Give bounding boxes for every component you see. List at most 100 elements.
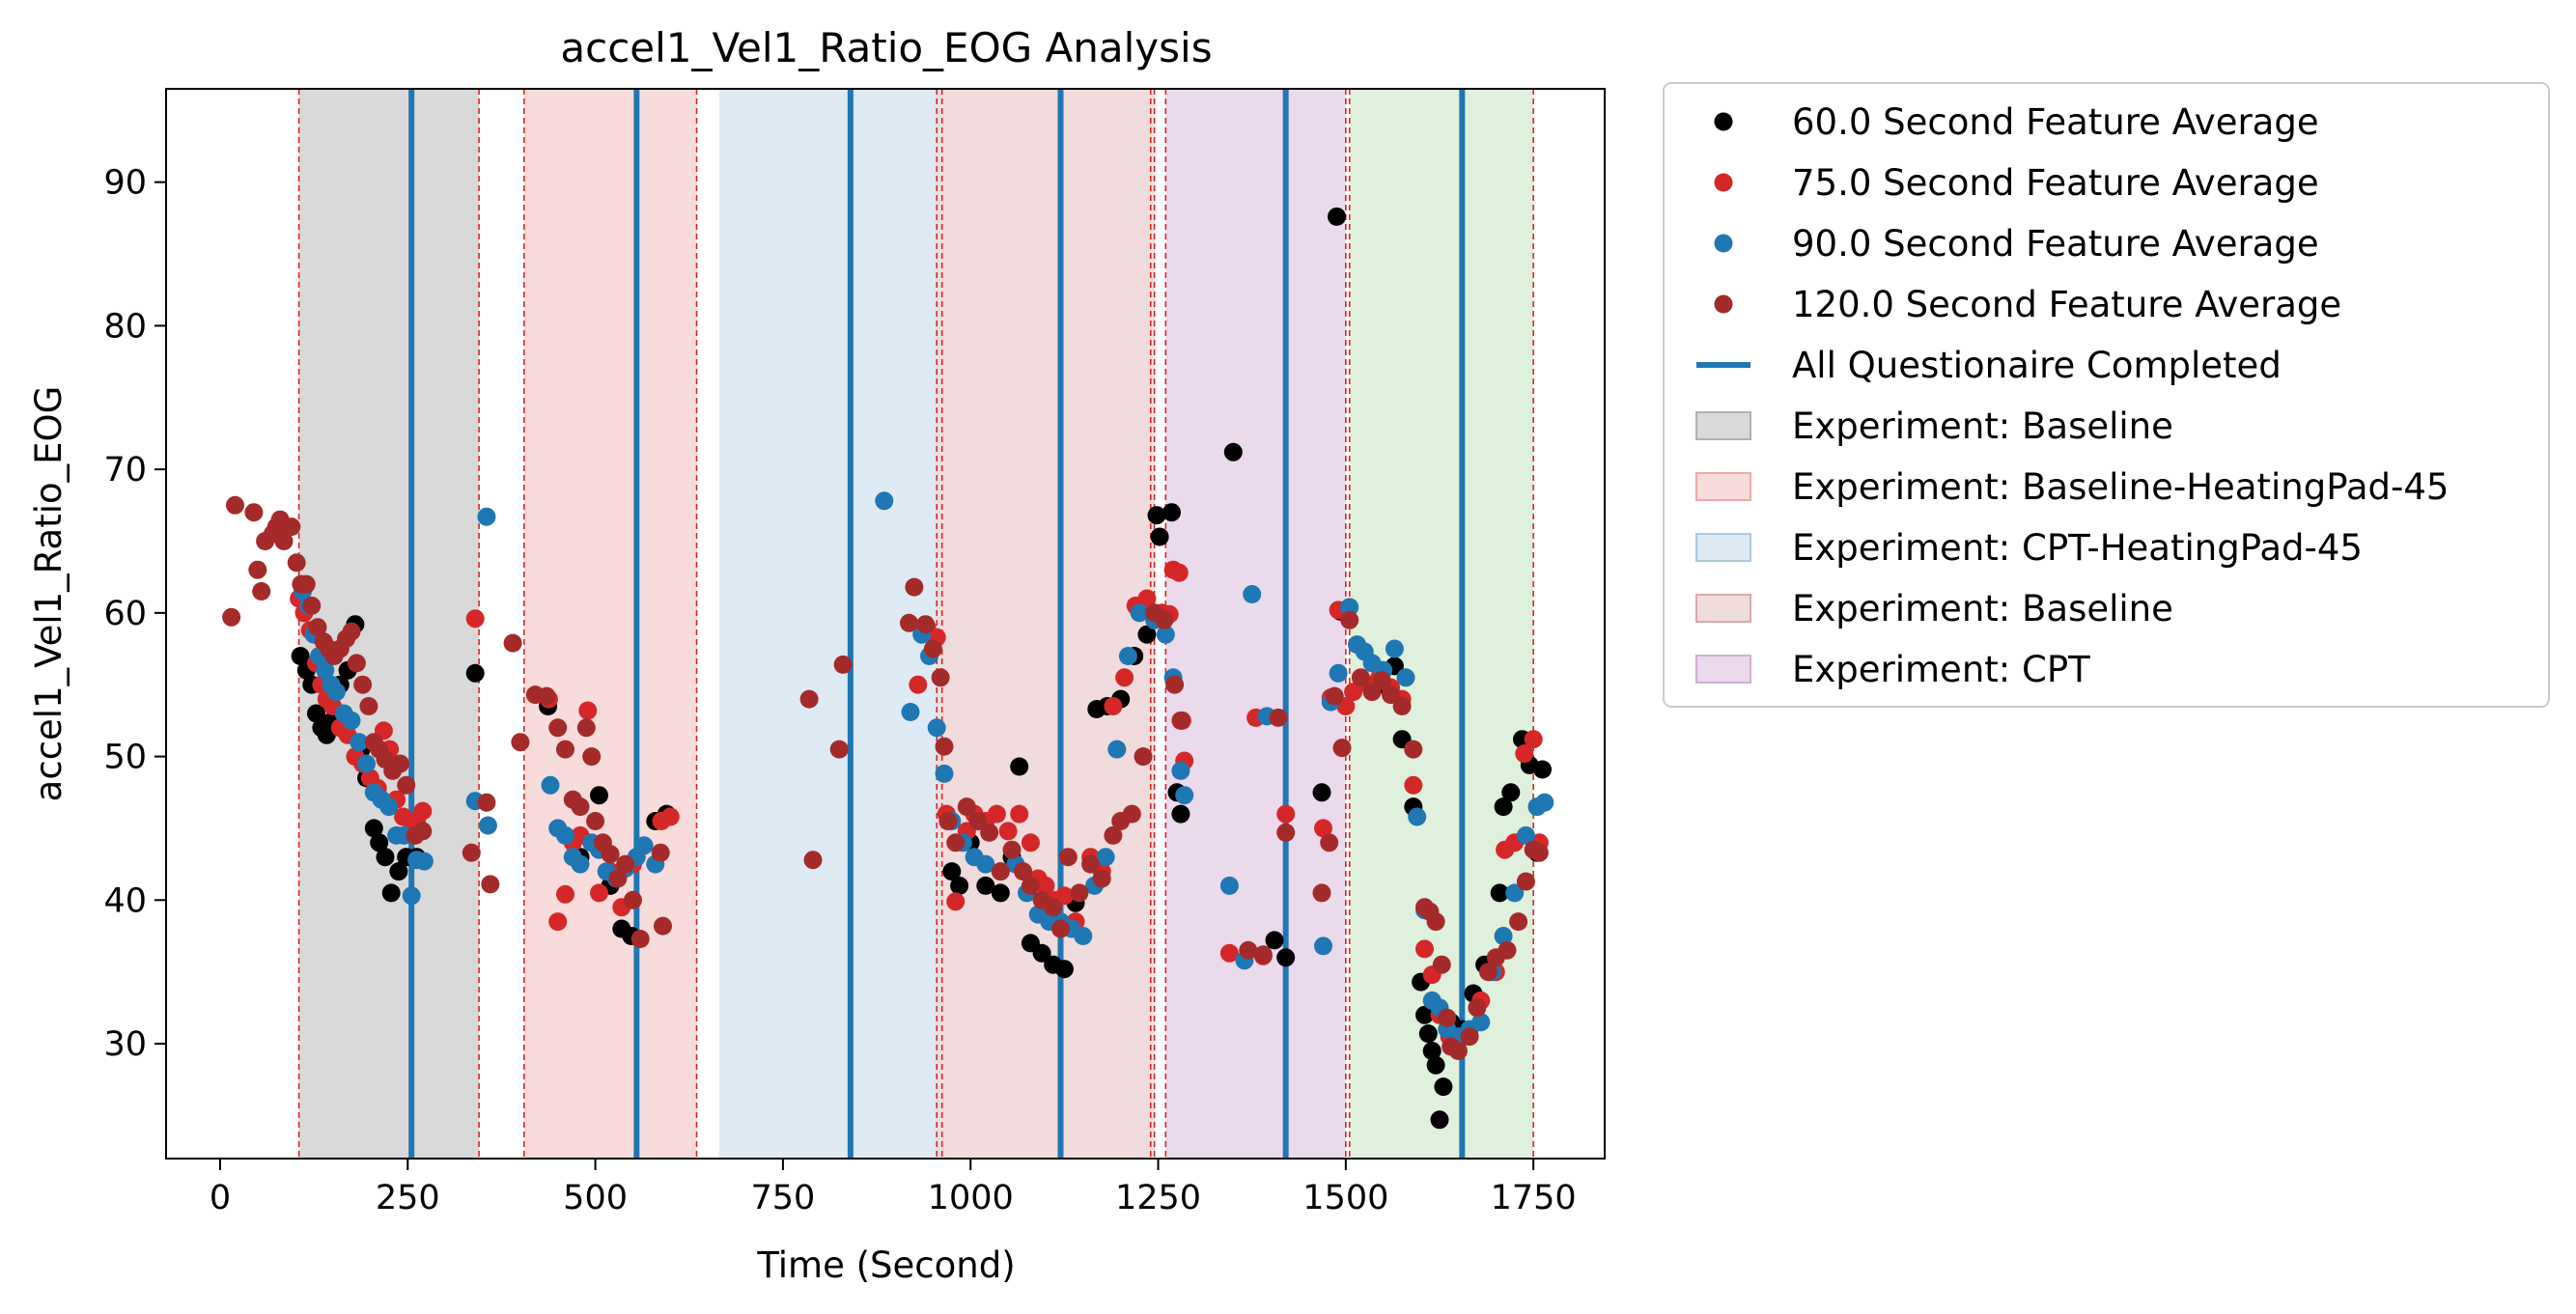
data-point [1002, 840, 1022, 859]
data-point [413, 801, 433, 821]
legend-marker [1714, 294, 1733, 314]
legend-label: Experiment: CPT [1792, 649, 2090, 690]
data-point [1074, 927, 1093, 945]
data-point [1392, 697, 1412, 715]
x-tick-label: 0 [210, 1179, 231, 1217]
data-point [379, 797, 399, 817]
data-point [1432, 955, 1451, 974]
series-4 [222, 495, 1549, 1060]
data-point [1165, 675, 1185, 694]
y-tick-label: 70 [103, 451, 147, 489]
data-point [1219, 943, 1239, 963]
data-point [1415, 1005, 1434, 1024]
data-point [1021, 833, 1040, 853]
data-point [1340, 610, 1359, 629]
data-point [548, 912, 568, 932]
data-point [1014, 862, 1033, 881]
data-point [1137, 589, 1157, 608]
data-point [1516, 872, 1535, 891]
data-point [968, 812, 988, 830]
data-point [1239, 940, 1258, 960]
data-point [1269, 708, 1288, 727]
y-tick-label: 40 [103, 881, 147, 920]
data-point [576, 718, 596, 738]
data-point [1535, 793, 1554, 812]
data-point [916, 615, 936, 634]
data-point [1021, 876, 1040, 895]
data-point [1171, 761, 1190, 780]
data-point [1372, 671, 1391, 690]
data-point [548, 718, 568, 738]
data-point [1494, 797, 1513, 817]
data-point [624, 890, 642, 909]
data-point [414, 852, 434, 871]
y-axis-label: accel1_Vel1_Ratio_EOG [28, 386, 70, 802]
legend-box [1663, 82, 2550, 708]
data-point [1010, 757, 1029, 776]
data-point [1460, 1027, 1479, 1047]
data-point [1107, 740, 1127, 759]
data-point [630, 930, 650, 948]
data-point [1479, 963, 1498, 982]
x-tick-label: 1750 [1491, 1179, 1577, 1217]
y-tick-label: 60 [103, 595, 147, 633]
data-point [1418, 1024, 1438, 1044]
data-point [935, 737, 954, 756]
data-point [222, 607, 241, 627]
data-point [1505, 883, 1525, 903]
data-point [875, 491, 894, 511]
data-point [244, 503, 264, 522]
experiment-region [937, 89, 1155, 1159]
x-tick-label: 750 [750, 1179, 815, 1217]
data-point [660, 807, 680, 826]
data-point [1253, 945, 1273, 965]
plot-frame [165, 88, 1606, 1160]
data-point [590, 883, 608, 903]
data-point [291, 647, 310, 665]
data-point [1070, 883, 1089, 903]
data-point [503, 633, 522, 653]
legend-patch-swatch [1695, 411, 1751, 440]
data-point [481, 875, 500, 894]
legend-entry: Experiment: CPT-HeatingPad-45 [1695, 527, 2363, 569]
data-point [1054, 960, 1074, 979]
data-point [465, 609, 485, 629]
y-tick-label: 50 [103, 739, 147, 777]
data-point [274, 532, 294, 550]
y-tick-label: 80 [103, 307, 147, 346]
data-point [326, 683, 346, 702]
data-point [976, 854, 995, 874]
data-point [1434, 1077, 1453, 1097]
data-point [357, 754, 376, 773]
data-point [252, 582, 271, 601]
data-point [1529, 843, 1549, 862]
data-point [308, 618, 327, 637]
data-point [1137, 625, 1157, 644]
data-point [287, 553, 306, 573]
data-point [1494, 927, 1513, 945]
data-point [1430, 1110, 1449, 1130]
data-point [1422, 1042, 1442, 1060]
x-axis: 0 250 500 750 1000 1250 1500 1750 [210, 1159, 1577, 1217]
data-point [282, 517, 301, 537]
experiment-regions [298, 89, 1534, 1159]
legend-entry: 120.0 Second Feature Average [1714, 284, 2341, 325]
x-axis-label: Time (Second) [756, 1244, 1015, 1286]
data-point [582, 747, 602, 767]
legend-patch-swatch [1695, 594, 1751, 623]
data-point [1471, 1013, 1491, 1032]
data-point [1524, 730, 1543, 749]
data-point [957, 797, 976, 817]
legend-label: All Questionaire Completed [1792, 345, 2282, 386]
data-point [1032, 943, 1051, 963]
data-point [350, 733, 369, 752]
data-point [601, 845, 620, 864]
data-point [654, 916, 672, 936]
data-point [1156, 625, 1175, 644]
data-point [950, 876, 969, 895]
data-point [923, 639, 942, 658]
data-point [478, 816, 497, 835]
experiment-region [1349, 89, 1534, 1159]
data-point [465, 663, 485, 683]
